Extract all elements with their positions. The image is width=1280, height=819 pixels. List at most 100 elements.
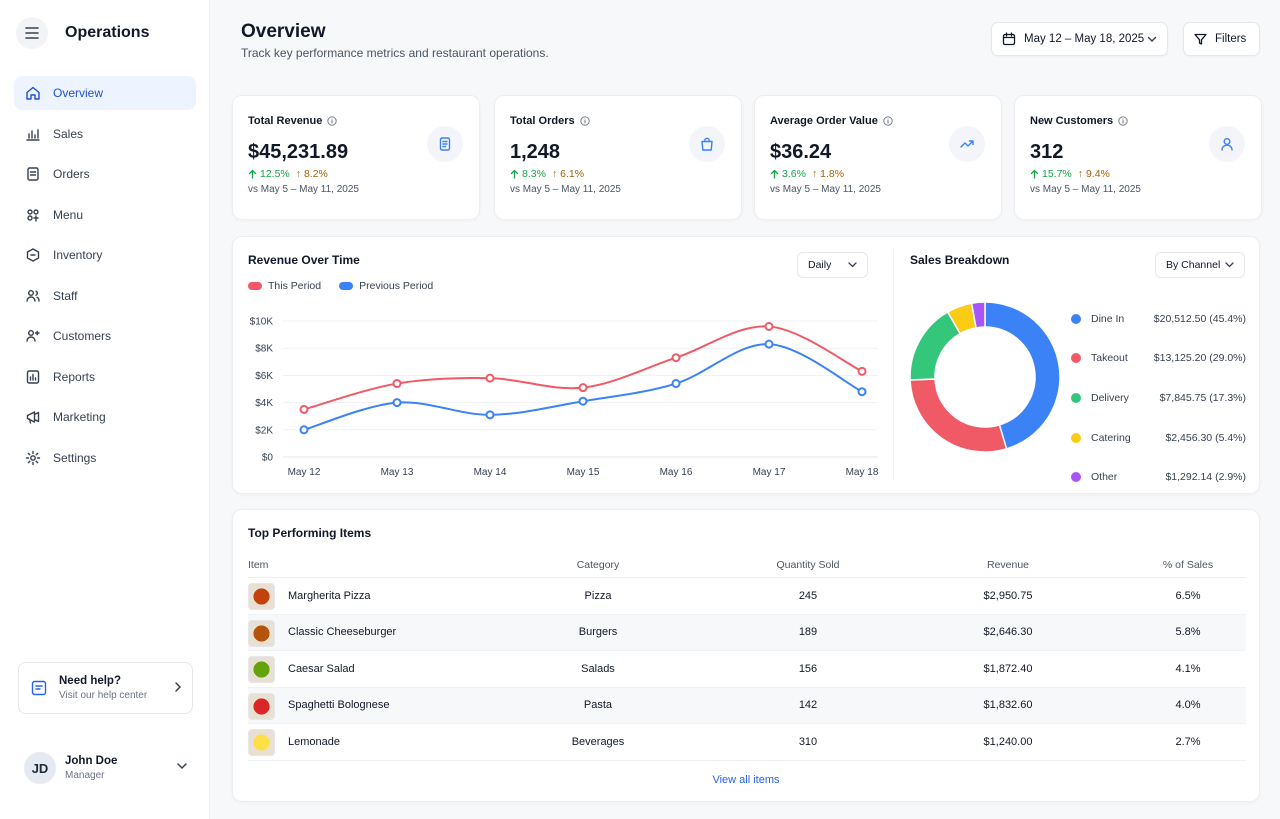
page-title: Overview xyxy=(241,21,326,42)
data-point-this-period[interactable] xyxy=(485,373,495,383)
revenue-chart-title: Revenue Over Time xyxy=(248,253,360,267)
breakdown-item-delivery[interactable]: Delivery $7,845.75 (17.3%) xyxy=(1071,378,1246,418)
kpi-label: Total Revenue xyxy=(248,115,323,127)
date-range-label: May 12 – May 18, 2025 xyxy=(1024,33,1145,45)
legend-dot xyxy=(1071,432,1081,443)
data-point-this-period[interactable] xyxy=(299,404,309,414)
data-point-this-period[interactable] xyxy=(671,353,681,363)
item-revenue: $1,240.00 xyxy=(983,735,1033,748)
info-icon[interactable] xyxy=(1118,116,1128,126)
data-point-this-period[interactable] xyxy=(392,379,402,389)
user-name: John Doe xyxy=(65,755,118,767)
granularity-value: Daily xyxy=(808,259,832,271)
item-category: Burgers xyxy=(578,626,618,639)
table-body: Margherita Pizza Pizza 245 $2,950.75 6.5% Cla… xyxy=(248,578,1246,761)
table-row[interactable]: Margherita Pizza Pizza 245 $2,950.75 6.5% xyxy=(248,578,1246,615)
item-revenue: $2,646.30 xyxy=(983,626,1033,639)
sidebar-header: Operations xyxy=(16,17,149,49)
item-name: Spaghetti Bolognese xyxy=(288,699,390,712)
sidebar-item-reports[interactable]: Reports xyxy=(14,360,196,394)
data-point-previous-period[interactable] xyxy=(857,387,867,397)
view-all-items-link[interactable]: View all items xyxy=(712,774,780,786)
kpi-delta-value: 8.3% xyxy=(522,168,546,180)
user-menu[interactable]: JD John Doe Manager xyxy=(24,752,194,784)
table-row[interactable]: Caesar Salad Salads 156 $1,872.40 4.1% xyxy=(248,651,1246,688)
data-point-this-period[interactable] xyxy=(857,366,867,376)
y-tick-label: $6K xyxy=(255,371,273,382)
table-row[interactable]: Spaghetti Bolognese Pasta 142 $1,832.60 4.0% xyxy=(248,687,1246,724)
y-tick-label: $2K xyxy=(255,425,273,436)
col-category[interactable]: Category xyxy=(576,559,620,571)
col-percent[interactable]: % of Sales xyxy=(1162,559,1214,571)
sidebar-item-orders[interactable]: Orders xyxy=(14,157,196,191)
data-point-this-period[interactable] xyxy=(764,321,774,331)
hamburger-menu-button[interactable] xyxy=(16,17,48,49)
sales-donut-chart xyxy=(909,301,1061,453)
utensils-icon xyxy=(27,208,39,222)
app-title: Operations xyxy=(65,24,150,41)
breakdown-item-takeout[interactable]: Takeout $13,125.20 (29.0%) xyxy=(1071,339,1246,379)
kpi-icon-badge xyxy=(1209,126,1245,162)
breakdown-item-other[interactable]: Other $1,292.14 (2.9%) xyxy=(1071,457,1246,497)
sidebar-item-sales[interactable]: Sales xyxy=(14,117,196,151)
item-name: Lemonade xyxy=(288,735,340,748)
table-row[interactable]: Classic Cheeseburger Burgers 189 $2,646.30 5… xyxy=(248,614,1246,651)
donut-slice-dine-in[interactable] xyxy=(984,301,1061,450)
sidebar-item-customers[interactable]: Customers xyxy=(14,319,196,353)
sidebar-item-label: Menu xyxy=(53,207,84,222)
donut-slice-delivery[interactable] xyxy=(909,310,962,381)
data-point-previous-period[interactable] xyxy=(299,425,309,435)
kpi-card-total-orders: Total Orders 1,248 8.3% ↑ 6.1% vs May 5 – Ma… xyxy=(494,95,742,220)
date-range-picker[interactable]: May 12 – May 18, 2025 xyxy=(991,22,1168,56)
data-point-previous-period[interactable] xyxy=(578,396,588,406)
data-point-previous-period[interactable] xyxy=(392,398,402,408)
legend-previous-period: Previous Period xyxy=(339,280,433,292)
arrow-up-icon xyxy=(770,169,779,179)
item-thumbnail xyxy=(248,692,275,720)
data-point-previous-period[interactable] xyxy=(764,339,774,349)
top-items-card: Top Performing Items Item Category Quant… xyxy=(232,509,1260,802)
filters-button[interactable]: Filters xyxy=(1183,22,1260,56)
sidebar-item-menu[interactable]: Menu xyxy=(14,198,196,232)
sidebar-item-inventory[interactable]: Inventory xyxy=(14,238,196,272)
kpi-label: New Customers xyxy=(1030,115,1114,127)
x-tick-label: May 15 xyxy=(567,467,600,478)
breakdown-item-catering[interactable]: Catering $2,456.30 (5.4%) xyxy=(1071,418,1246,458)
page-subtitle: Track key performance metrics and restau… xyxy=(241,46,549,60)
sidebar-item-staff[interactable]: Staff xyxy=(14,279,196,313)
data-point-previous-period[interactable] xyxy=(671,379,681,389)
kpi-delta: 3.6% ↑ 1.8% xyxy=(770,168,844,180)
sidebar-item-marketing[interactable]: Marketing xyxy=(14,400,196,434)
item-thumbnail xyxy=(248,619,275,647)
breakdown-mode-select[interactable]: By Channel xyxy=(1155,252,1245,278)
col-quantity[interactable]: Quantity Sold xyxy=(776,559,840,571)
kpi-card-average-order-value: Average Order Value $36.24 3.6% ↑ 1.8% vs Ma… xyxy=(754,95,1002,220)
donut-slice-takeout[interactable] xyxy=(909,378,1008,453)
col-revenue[interactable]: Revenue xyxy=(986,559,1030,571)
item-thumbnail xyxy=(248,583,275,610)
item-quantity: 189 xyxy=(798,626,818,639)
help-card[interactable]: Need help? Visit our help center xyxy=(18,662,193,714)
breakdown-value: $20,512.50 (45.4%) xyxy=(1153,312,1246,325)
granularity-select[interactable]: Daily xyxy=(797,252,868,278)
kpi-period: vs May 5 – May 11, 2025 xyxy=(1030,184,1141,195)
info-icon[interactable] xyxy=(883,116,893,126)
sidebar-item-settings[interactable]: Settings xyxy=(14,441,196,475)
home-icon xyxy=(26,86,40,100)
donut-slice-other[interactable] xyxy=(970,301,986,329)
breakdown-value: $7,845.75 (17.3%) xyxy=(1159,391,1246,404)
item-name: Classic Cheeseburger xyxy=(288,626,397,639)
data-point-previous-period[interactable] xyxy=(485,410,495,420)
breakdown-item-dine-in[interactable]: Dine In $20,512.50 (45.4%) xyxy=(1071,299,1246,339)
legend-this-period: This Period xyxy=(248,280,321,292)
kpi-icon-badge xyxy=(689,126,725,162)
data-point-this-period[interactable] xyxy=(578,383,588,393)
info-icon[interactable] xyxy=(327,116,338,126)
col-item[interactable]: Item xyxy=(248,559,269,571)
legend-dot xyxy=(1071,392,1081,403)
info-icon[interactable] xyxy=(579,116,590,126)
sidebar-item-overview[interactable]: Overview xyxy=(14,76,196,110)
x-tick-label: May 14 xyxy=(474,467,507,478)
chevron-down-icon xyxy=(848,262,857,268)
table-row[interactable]: Lemonade Beverages 310 $1,240.00 2.7% xyxy=(248,724,1246,761)
